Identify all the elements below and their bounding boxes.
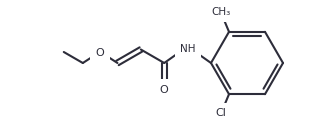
Text: CH₃: CH₃ [211,7,231,17]
Text: NH: NH [180,45,195,54]
Text: Cl: Cl [216,108,226,118]
Text: O: O [96,48,105,58]
Text: O: O [160,85,169,95]
